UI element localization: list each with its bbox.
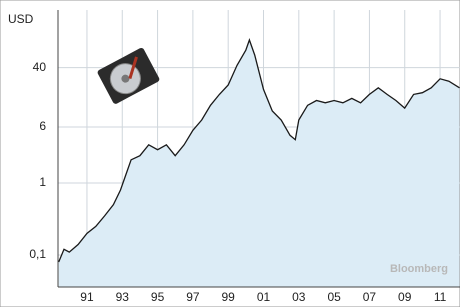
y-tick-label: 1 xyxy=(39,175,46,189)
x-tick-label: 07 xyxy=(363,290,377,304)
x-tick-label: 05 xyxy=(327,290,341,304)
x-tick-label: 09 xyxy=(398,290,412,304)
x-tick-label: 93 xyxy=(116,290,130,304)
y-tick-label: 40 xyxy=(33,60,47,74)
chart: USD Bloomberg 0,1 1 6 40 91 93 95 97 99 01 03 05 07 0… xyxy=(0,0,460,307)
x-tick-label: 01 xyxy=(257,290,271,304)
x-tick-label: 97 xyxy=(186,290,200,304)
y-tick-label: 6 xyxy=(39,119,46,133)
x-tick-label: 99 xyxy=(222,290,236,304)
x-tick-label: 03 xyxy=(292,290,306,304)
annotation: Bloomberg xyxy=(390,263,448,275)
x-tick-label: 11 xyxy=(434,290,447,304)
x-tick-label: 95 xyxy=(151,290,165,304)
y-tick-label: 0,1 xyxy=(29,247,46,261)
x-tick-label: 91 xyxy=(80,290,94,304)
y-axis-label: USD xyxy=(8,12,34,26)
